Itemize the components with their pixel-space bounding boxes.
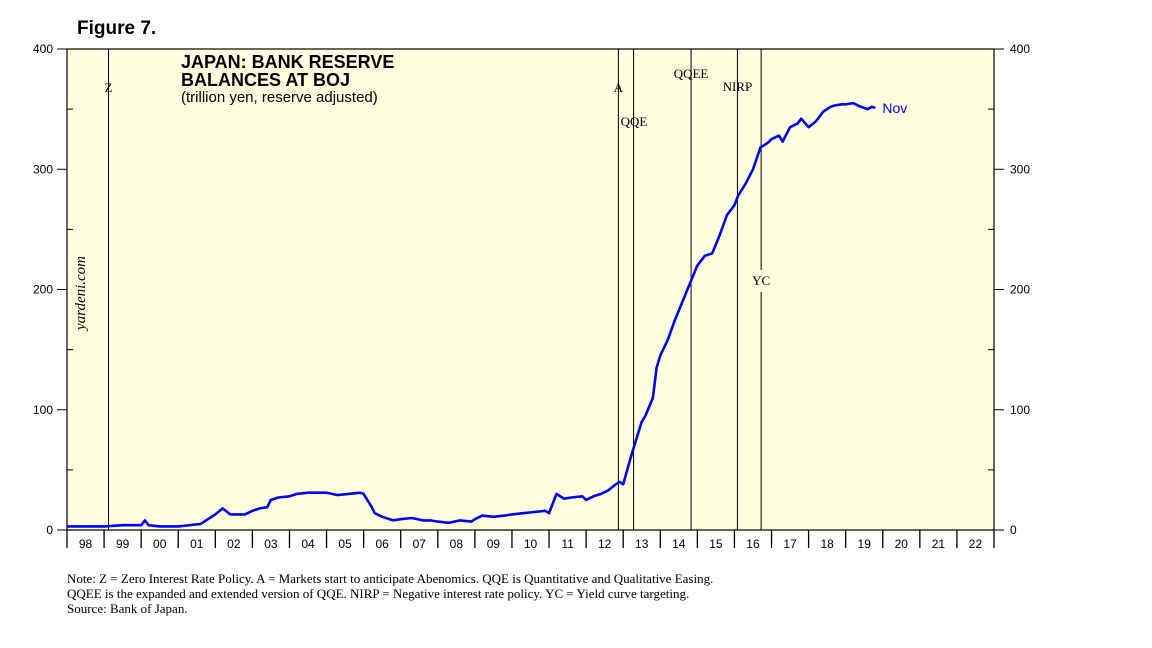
reserve-balances-chart: 0 100 200 300 400 0 100 200 300 400 98 99 00 01 02 03… (33, 42, 1030, 551)
note-line-1: Note: Z = Zero Interest Rate Policy. A =… (67, 571, 714, 586)
x-tick-label: 07 (413, 537, 427, 551)
annotation-label-qqee: QQEE (674, 66, 709, 81)
y-tick-label-right: 0 (1010, 523, 1017, 537)
y-tick-label-left: 100 (33, 403, 53, 417)
x-tick-label: 22 (969, 537, 983, 551)
left-y-axis: 0 100 200 300 400 (33, 42, 73, 537)
series-line-reserve-balances (67, 101, 876, 528)
chart-subtitle: (trillion yen, reserve adjusted) (181, 89, 378, 106)
x-tick-label: 08 (450, 537, 464, 551)
x-tick-label: 12 (598, 537, 612, 551)
x-tick-label: 19 (858, 537, 872, 551)
chart-notes: Note: Z = Zero Interest Rate Policy. A =… (67, 571, 713, 616)
x-tick-label: 04 (301, 537, 315, 551)
x-tick-label: 09 (487, 537, 501, 551)
annotation-label-nirp: NIRP (723, 79, 753, 94)
x-tick-label: 05 (338, 537, 352, 551)
y-tick-label-left: 400 (33, 42, 53, 56)
x-tick-label: 01 (190, 537, 204, 551)
annotation-label-qqe: QQE (621, 114, 648, 129)
x-tick-label: 98 (79, 537, 93, 551)
figure-label: Figure 7. (77, 18, 157, 39)
x-tick-label: 03 (264, 537, 278, 551)
plot-background (67, 49, 994, 530)
x-tick-label: 10 (524, 537, 538, 551)
end-label: Nov (882, 100, 907, 116)
x-tick-label: 17 (783, 537, 797, 551)
x-tick-label: 15 (709, 537, 723, 551)
x-tick-label: 13 (635, 537, 649, 551)
x-tick-label: 11 (561, 537, 574, 551)
annotation-label-z: Z (105, 80, 113, 95)
x-tick-label: 14 (672, 537, 686, 551)
x-tick-label: 18 (820, 537, 834, 551)
x-tick-label: 06 (376, 537, 390, 551)
annotation-label-yc: YC (752, 273, 770, 288)
y-tick-label-right: 300 (1010, 162, 1030, 176)
y-tick-label-left: 0 (46, 523, 53, 537)
x-tick-label: 16 (746, 537, 760, 551)
y-tick-label-right: 200 (1010, 283, 1030, 297)
x-tick-label: 99 (116, 537, 130, 551)
x-tick-label: 00 (153, 537, 167, 551)
y-tick-label-right: 400 (1010, 42, 1030, 56)
x-tick-label: 02 (227, 537, 241, 551)
note-line-2: QQEE is the expanded and extended versio… (67, 586, 690, 601)
watermark: yardeni.com (73, 256, 89, 332)
x-tick-label: 21 (932, 537, 946, 551)
chart-title-line-2: BALANCES AT BOJ (181, 70, 350, 90)
chart-title-line-1: JAPAN: BANK RESERVE (181, 52, 394, 72)
x-tick-label: 20 (895, 537, 909, 551)
plot-frame (66, 48, 995, 531)
annotation-label-a: A (614, 80, 624, 95)
y-tick-label-left: 300 (33, 162, 53, 176)
y-tick-label-right: 100 (1010, 403, 1030, 417)
y-tick-label-left: 200 (33, 283, 53, 297)
right-y-axis: 0 100 200 300 400 (988, 42, 1030, 537)
source-line: Source: Bank of Japan. (67, 601, 188, 616)
x-axis: 98 99 00 01 02 03 04 05 06 07 08 09 10 11 12 13 14 15 16 17… (66, 530, 995, 551)
